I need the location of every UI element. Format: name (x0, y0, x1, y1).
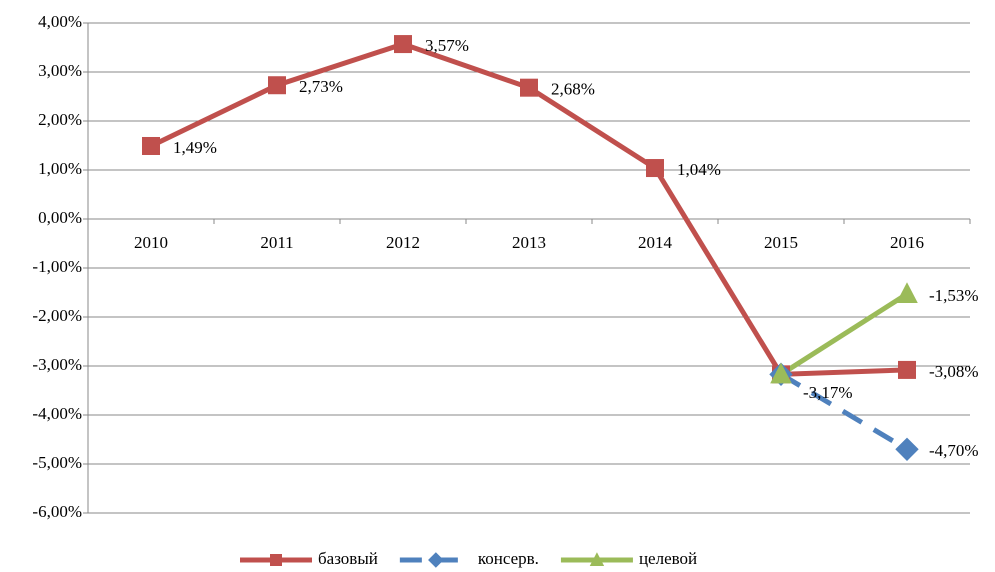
data-label: 1,49% (173, 138, 217, 157)
marker (589, 552, 605, 566)
marker (646, 159, 664, 178)
marker (428, 552, 444, 568)
data-label: 3,57% (425, 36, 469, 55)
series-line (779, 291, 909, 377)
data-label: -3,17% (803, 383, 853, 402)
marker (895, 437, 919, 461)
marker (520, 78, 538, 97)
y-tick-label: 4,00% (38, 12, 82, 31)
marker (142, 136, 160, 155)
data-label: 2,73% (299, 77, 343, 96)
y-tick-label: -4,00% (32, 404, 82, 423)
data-label: -3,08% (929, 362, 979, 381)
marker (896, 282, 918, 303)
y-tick-label: -6,00% (32, 502, 82, 521)
y-tick-label: 3,00% (38, 61, 82, 80)
data-label: -4,70% (929, 441, 979, 460)
x-tick-label: 2016 (890, 233, 924, 252)
x-tick-label: 2011 (260, 233, 293, 252)
y-tick-label: 0,00% (38, 208, 82, 227)
x-tick-label: 2015 (764, 233, 798, 252)
marker (770, 362, 792, 384)
x-tick-label: 2010 (134, 233, 168, 252)
x-tick-label: 2013 (512, 233, 546, 252)
marker (898, 360, 916, 379)
y-tick-label: -2,00% (32, 306, 82, 325)
y-tick-label: 2,00% (38, 110, 82, 129)
data-label: 2,68% (551, 80, 595, 99)
y-tick-label: -5,00% (32, 453, 82, 472)
x-tick-label: 2012 (386, 233, 420, 252)
legend-label: консерв. (478, 549, 539, 568)
marker (268, 76, 286, 95)
y-tick-label: -1,00% (32, 257, 82, 276)
data-label: 1,04% (677, 160, 721, 179)
legend-label: базовый (318, 549, 378, 568)
data-label: -1,53% (929, 286, 979, 305)
marker (270, 554, 282, 566)
x-tick-label: 2014 (638, 233, 673, 252)
y-tick-label: -3,00% (32, 355, 82, 374)
marker (394, 35, 412, 54)
y-tick-label: 1,00% (38, 159, 82, 178)
series-line (779, 372, 909, 452)
legend-label: целевой (639, 549, 697, 568)
